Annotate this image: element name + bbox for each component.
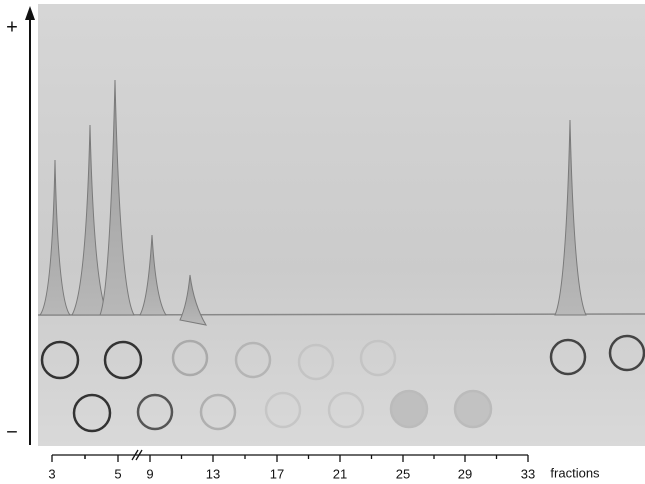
precipitation-peaks <box>38 79 587 326</box>
origin-line <box>37 313 645 316</box>
gel-photo <box>38 4 645 446</box>
minus-label: − <box>6 421 18 443</box>
tick-label: 17 <box>270 466 284 481</box>
tick-label: 5 <box>114 466 121 481</box>
tick-label: 25 <box>396 466 410 481</box>
tick-label: 21 <box>333 466 347 481</box>
tick-label: 13 <box>206 466 220 481</box>
tick-label: 29 <box>458 466 472 481</box>
plus-label: + <box>6 16 18 38</box>
axis-arrow <box>25 6 35 20</box>
tick-label: 9 <box>146 466 153 481</box>
tick-label: 33 <box>521 466 535 481</box>
wells <box>40 334 645 433</box>
fraction-axis <box>51 449 529 462</box>
tick-label: 3 <box>48 466 55 481</box>
axis-label: fractions <box>550 465 600 480</box>
